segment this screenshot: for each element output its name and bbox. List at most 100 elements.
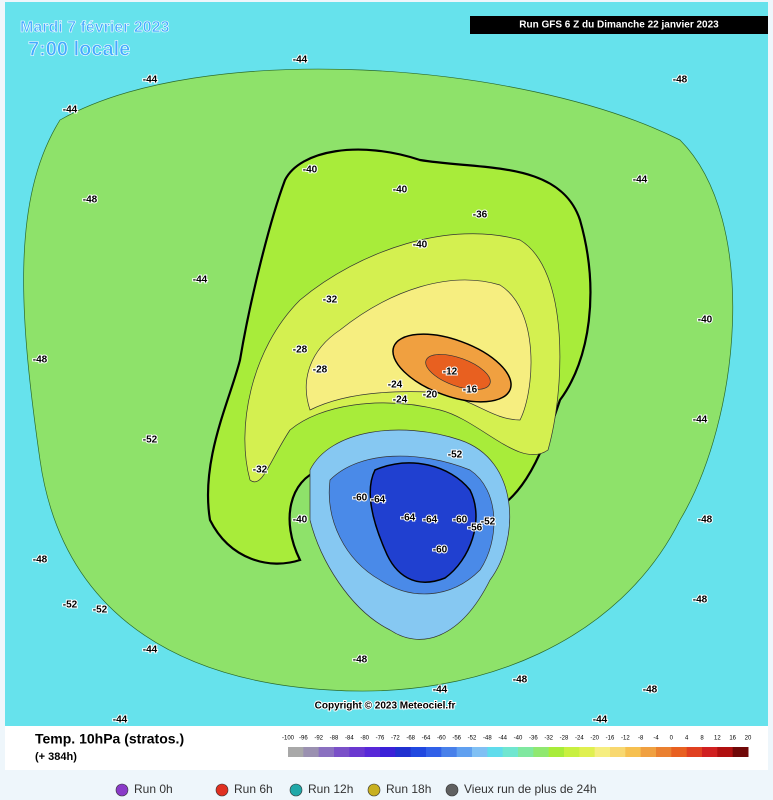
contour-label: -44 bbox=[633, 175, 648, 186]
contour-label: -16 bbox=[463, 385, 478, 396]
contour-label: -48 bbox=[353, 655, 368, 666]
scale-label: -52 bbox=[468, 736, 477, 742]
run-icon bbox=[115, 783, 129, 797]
scale-swatch bbox=[318, 747, 335, 757]
scale-swatch bbox=[548, 747, 565, 757]
contour-label: -20 bbox=[423, 390, 438, 401]
scale-label: -28 bbox=[560, 736, 569, 742]
scale-label: -64 bbox=[422, 736, 431, 742]
contour-label: -56 bbox=[468, 523, 483, 534]
contour-label: -44 bbox=[593, 715, 608, 726]
scale-label: -8 bbox=[638, 736, 644, 742]
contour-label: -32 bbox=[323, 295, 338, 306]
scale-swatch bbox=[656, 747, 672, 757]
run-icon bbox=[289, 783, 303, 797]
contour-label: -44 bbox=[193, 275, 208, 286]
scale-swatch bbox=[732, 747, 749, 757]
scale-label: -20 bbox=[590, 736, 599, 742]
scale-label: -68 bbox=[406, 736, 415, 742]
contour-label: -28 bbox=[313, 365, 328, 376]
scale-swatch bbox=[579, 747, 596, 757]
run-links: Run 0h Run 6h Run 12h Run 18h Vieux run de p… bbox=[115, 782, 597, 797]
scale-label: -92 bbox=[314, 736, 323, 742]
run-info: Run GFS 6 Z du Dimanche 22 janvier 2023 bbox=[519, 20, 719, 31]
map-date: Mardi 7 février 2023 bbox=[20, 19, 170, 36]
run-link[interactable]: Run 18h bbox=[386, 782, 431, 796]
run-link[interactable]: Run 0h bbox=[134, 782, 173, 796]
run-icon bbox=[445, 783, 459, 797]
scale-label: -84 bbox=[345, 736, 354, 742]
scale-label: 8 bbox=[700, 736, 704, 742]
run-icon bbox=[215, 783, 229, 797]
contour-label: -48 bbox=[33, 555, 48, 566]
contour-label: -64 bbox=[423, 515, 438, 526]
scale-label: 16 bbox=[729, 736, 736, 742]
scale-label: -36 bbox=[529, 736, 538, 742]
contour-label: -60 bbox=[453, 515, 468, 526]
scale-swatch bbox=[640, 747, 657, 757]
contour-label: -24 bbox=[388, 380, 403, 391]
contour-label: -32 bbox=[253, 465, 268, 476]
scale-label: -100 bbox=[282, 736, 295, 742]
run-banner bbox=[470, 16, 768, 34]
run-link[interactable]: Vieux run de plus de 24h bbox=[464, 782, 597, 796]
contour-label: -28 bbox=[293, 345, 308, 356]
scale-label: -16 bbox=[606, 736, 615, 742]
contour-label: -60 bbox=[353, 493, 368, 504]
contour-label: -44 bbox=[63, 105, 78, 116]
contour-label: -64 bbox=[401, 513, 416, 524]
scale-label: -32 bbox=[544, 736, 553, 742]
scale-swatch bbox=[472, 747, 488, 757]
contour-label: -40 bbox=[413, 240, 428, 251]
scale-swatch bbox=[502, 747, 519, 757]
contour-label: -64 bbox=[371, 495, 386, 506]
legend-title: Temp. 10hPa (stratos.) bbox=[35, 731, 184, 747]
contour-label: -52 bbox=[448, 450, 463, 461]
contour-label: -40 bbox=[293, 515, 308, 526]
scale-swatch bbox=[533, 747, 550, 757]
contour-label: -44 bbox=[293, 55, 308, 66]
scale-label: -40 bbox=[514, 736, 523, 742]
map-time: 7:00 locale bbox=[28, 38, 130, 60]
scale-label: 4 bbox=[685, 736, 689, 742]
contour-label: -48 bbox=[643, 685, 658, 696]
scale-swatch bbox=[364, 747, 381, 757]
scale-swatch bbox=[564, 747, 580, 757]
contour-label: -36 bbox=[473, 210, 488, 221]
contour-label: -52 bbox=[481, 517, 496, 528]
scale-label: -48 bbox=[483, 736, 492, 742]
scale-swatch bbox=[610, 747, 626, 757]
scale-swatch bbox=[288, 747, 304, 757]
contour-label: -48 bbox=[698, 515, 713, 526]
scale-swatch bbox=[625, 747, 642, 757]
scale-label: 0 bbox=[670, 736, 674, 742]
scale-label: -12 bbox=[621, 736, 630, 742]
scale-label: -24 bbox=[575, 736, 584, 742]
run-link[interactable]: Run 6h bbox=[234, 782, 273, 796]
scale-swatch bbox=[441, 747, 458, 757]
run-link[interactable]: Run 12h bbox=[308, 782, 353, 796]
scale-swatch bbox=[395, 747, 412, 757]
contour-label: -52 bbox=[63, 600, 78, 611]
scale-swatch bbox=[380, 747, 396, 757]
scale-label: -88 bbox=[330, 736, 339, 742]
scale-label: -80 bbox=[360, 736, 369, 742]
contour-label: -44 bbox=[433, 685, 448, 696]
scale-label: -76 bbox=[376, 736, 385, 742]
scale-label: -4 bbox=[653, 736, 659, 742]
scale-label: -96 bbox=[299, 736, 308, 742]
scale-label: -60 bbox=[437, 736, 446, 742]
contour-label: -40 bbox=[393, 185, 408, 196]
legend-lead: (+ 384h) bbox=[35, 751, 77, 763]
contour-label: -44 bbox=[113, 715, 128, 726]
scale-label: -44 bbox=[498, 736, 507, 742]
contour-label: -48 bbox=[83, 195, 98, 206]
color-scale: -100 -96 -92 -88 -84 -80 -76 -72 -68 -64 -60 -56 -52… bbox=[282, 736, 752, 757]
contour-label: -44 bbox=[693, 415, 708, 426]
scale-swatch bbox=[303, 747, 320, 757]
scale-swatch bbox=[456, 747, 473, 757]
contour-label: -40 bbox=[303, 165, 318, 176]
scale-label: -56 bbox=[452, 736, 461, 742]
scale-label: 12 bbox=[714, 736, 721, 742]
